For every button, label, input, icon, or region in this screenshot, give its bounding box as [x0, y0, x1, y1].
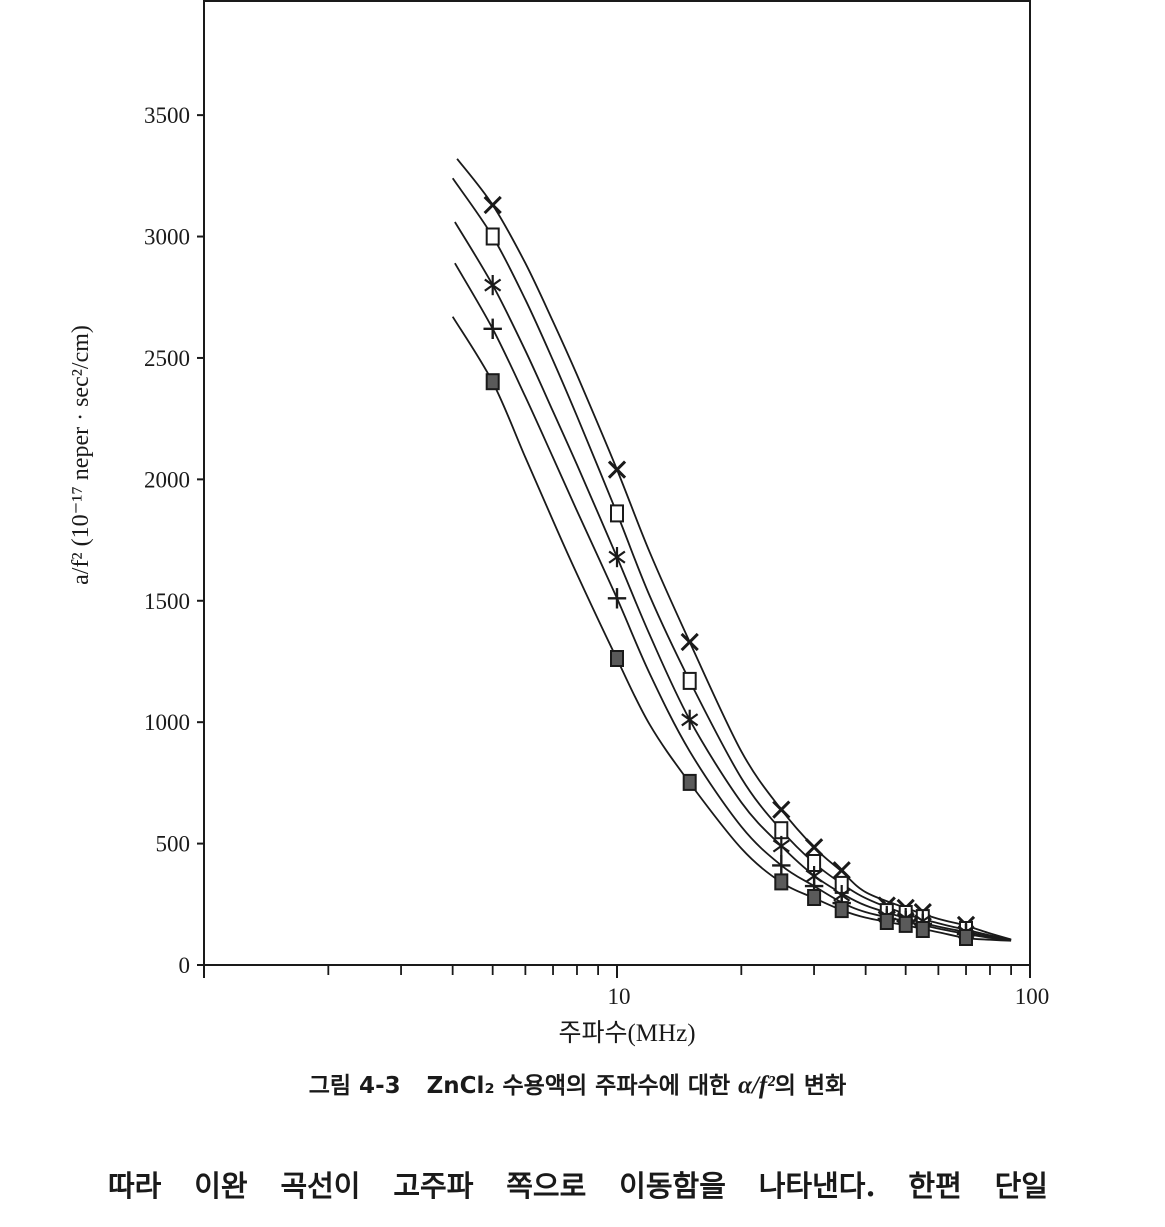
- open-square-shape: [774, 821, 789, 840]
- filled-square-shape: [915, 921, 930, 938]
- y-tick-label: 3000: [144, 225, 190, 250]
- series-1-point: [804, 838, 824, 857]
- caption-symbol: α/f²: [738, 1072, 775, 1099]
- filled-square-shape: [959, 929, 973, 946]
- series-2-point: [485, 227, 500, 246]
- filled-square-shape: [610, 650, 624, 667]
- series-1-point: [772, 800, 791, 819]
- plot-frame: [203, 0, 1031, 966]
- asterisk-stroke: [681, 713, 699, 727]
- series-5-point: [485, 373, 500, 391]
- x-mark-stroke: [772, 800, 791, 819]
- filled-square-shape: [485, 373, 500, 391]
- x-mark-stroke: [607, 460, 627, 479]
- fit-curves: [451, 158, 1012, 942]
- x-mark-stroke: [680, 632, 699, 652]
- series-3-point: [484, 275, 502, 296]
- series-5-point: [807, 889, 822, 906]
- y-tick-label: 0: [179, 953, 191, 978]
- asterisk-stroke: [608, 550, 626, 564]
- figure-number: 그림 4-3: [308, 1073, 401, 1099]
- filled-square-shape: [807, 889, 822, 906]
- y-tick-label: 500: [156, 832, 191, 857]
- asterisk-stroke: [484, 278, 502, 292]
- data-markers: [483, 195, 976, 946]
- series-5-point: [959, 929, 973, 946]
- x-mark-stroke: [832, 861, 851, 880]
- series-5-point: [610, 650, 624, 667]
- series-2-point: [610, 504, 624, 523]
- open-square-shape: [485, 227, 500, 246]
- series-1-point: [483, 195, 502, 215]
- series-5-point: [898, 915, 913, 933]
- series-2-point: [774, 821, 789, 840]
- x-tick-label: 100: [1015, 984, 1050, 1009]
- series-4-point: [483, 318, 502, 339]
- x-mark-stroke: [804, 838, 824, 857]
- x-tick-label: 10: [608, 984, 631, 1009]
- y-tick-label: 3500: [144, 103, 190, 128]
- x-axis-label: 주파수(MHz): [558, 1019, 695, 1047]
- open-square-shape: [610, 504, 624, 523]
- series-1-point: [607, 460, 627, 479]
- axes: 0 500 1000 1500 2000 2500 3000 3500 10 100: [144, 0, 1050, 1009]
- series-5-point: [834, 901, 849, 919]
- filled-square-shape: [898, 915, 913, 933]
- y-tick-label: 2500: [144, 346, 190, 371]
- series-4-curve: [454, 262, 1012, 942]
- series-4-point: [772, 855, 791, 876]
- series-2-curve: [451, 177, 1012, 941]
- series-3-curve: [454, 221, 1012, 941]
- body-paragraph-line: 따라 이완 곡선이 고주파 쪽으로 이동함을 나타낸다. 한편 단일: [108, 1169, 1048, 1203]
- series-1-point: [832, 861, 851, 880]
- y-tick-label: 1500: [144, 589, 190, 614]
- asterisk-stroke: [772, 839, 790, 853]
- series-5-point: [774, 873, 789, 891]
- filled-square-shape: [682, 773, 697, 791]
- series-3-point: [772, 835, 790, 857]
- caption-suffix: 의 변화: [774, 1073, 847, 1099]
- filled-square-shape: [774, 873, 789, 891]
- y-axis-label: a/f² (10⁻¹⁷ neper · sec²/cm): [68, 325, 94, 585]
- series-5-point: [915, 921, 930, 938]
- series-2-point: [682, 671, 697, 690]
- figure-caption: 그림 4-3 ZnCl₂ 수용액의 주파수에 대한 α/f²의 변화: [0, 1066, 1155, 1100]
- series-5-curve: [451, 316, 1012, 942]
- series-1-curve: [456, 158, 1012, 941]
- series-5-point: [682, 773, 697, 791]
- caption-text: ZnCl₂ 수용액의 주파수에 대한: [426, 1073, 731, 1099]
- series-3-point: [608, 546, 626, 568]
- series-1-point: [680, 632, 699, 652]
- series-4-point: [607, 588, 627, 609]
- series-5-point: [879, 913, 894, 930]
- y-tick-label: 2000: [144, 467, 190, 492]
- filled-square-shape: [834, 901, 849, 919]
- open-square-shape: [682, 671, 697, 690]
- series-3-point: [681, 709, 699, 730]
- x-mark-stroke: [483, 195, 502, 215]
- filled-square-shape: [879, 913, 894, 930]
- y-tick-label: 1000: [144, 710, 190, 735]
